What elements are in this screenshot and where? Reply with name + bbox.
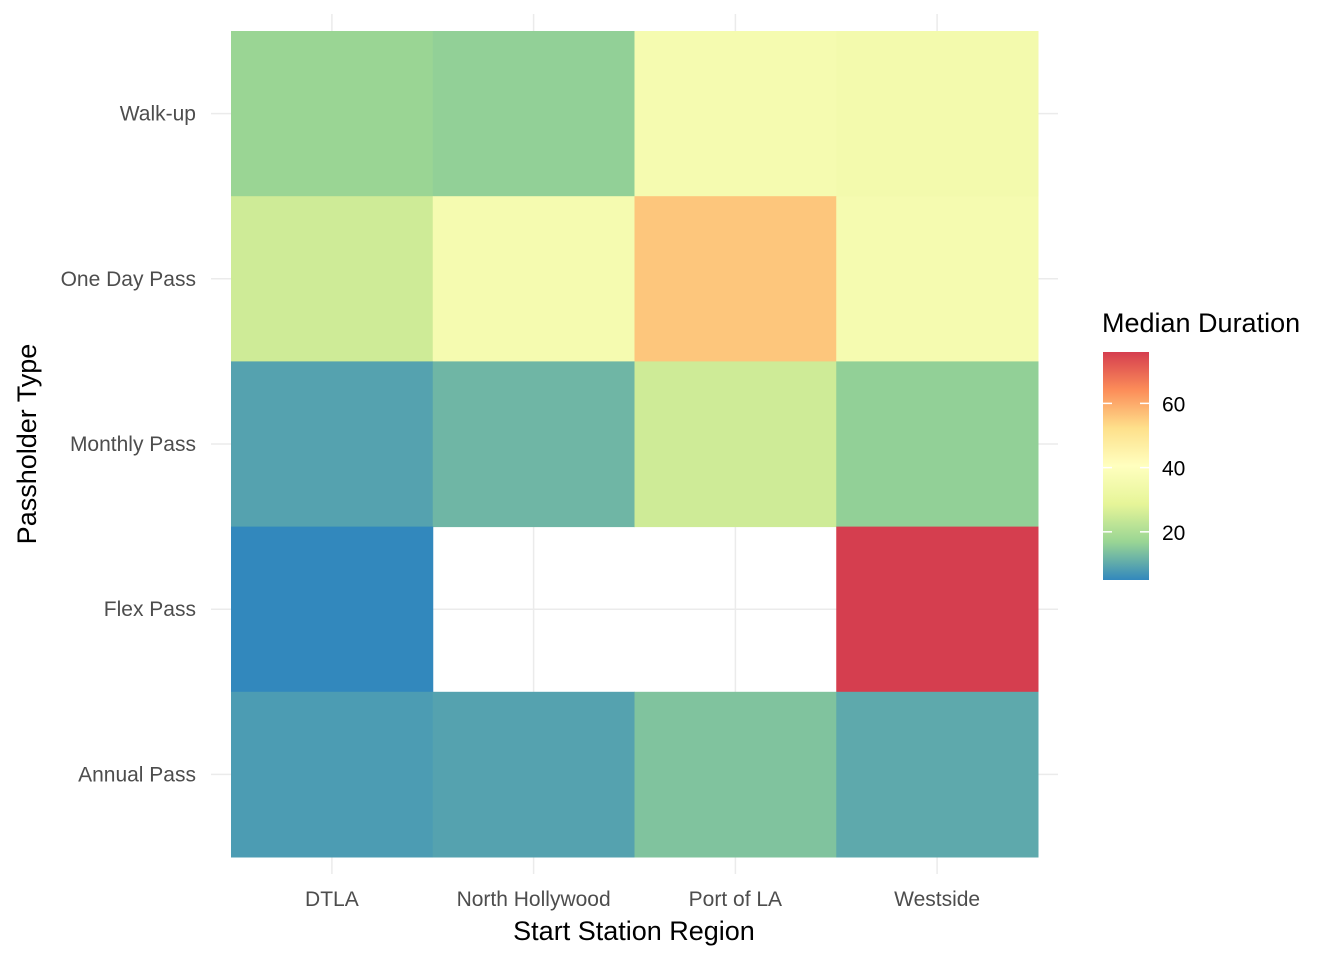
heatmap-cell: [432, 196, 635, 362]
heatmap-cell: [231, 31, 434, 197]
heatmap-cell: [634, 31, 837, 197]
legend-title: Median Duration: [1102, 308, 1300, 338]
x-tick-label: DTLA: [305, 888, 359, 911]
heatmap-cell: [634, 361, 837, 528]
heatmap-cell: [634, 691, 837, 858]
heatmap-cell: [836, 31, 1039, 197]
legend-tick-label: 20: [1162, 522, 1185, 545]
legend: Median Duration 20 40 60: [1102, 308, 1300, 580]
heatmap-cell: [432, 31, 635, 197]
heatmap-cell: [634, 196, 837, 362]
y-axis-tick-labels: Walk-up One Day Pass Monthly Pass Flex Pass…: [61, 103, 196, 787]
x-axis-title: Start Station Region: [513, 916, 755, 946]
y-tick-label: Monthly Pass: [70, 433, 196, 456]
legend-tick-label: 40: [1162, 458, 1185, 481]
legend-ticks: 20 40 60: [1103, 393, 1185, 545]
y-tick-label: One Day Pass: [61, 268, 196, 291]
legend-colorbar: [1103, 352, 1149, 580]
heatmap-cell: [836, 196, 1039, 362]
heatmap-cell: [836, 526, 1039, 693]
heatmap-cell: [231, 196, 434, 362]
legend-tick-label: 60: [1162, 393, 1185, 416]
heatmap-cell: [231, 691, 434, 858]
y-tick-label: Walk-up: [120, 103, 196, 126]
heatmap-cell: [836, 361, 1039, 528]
heatmap-cell: [432, 691, 635, 858]
heatmap-cell: [231, 526, 434, 693]
heatmap-cell: [231, 361, 434, 528]
y-tick-label: Annual Pass: [78, 763, 196, 786]
y-axis-title: Passholder Type: [12, 344, 42, 545]
x-tick-label: Westside: [894, 888, 980, 911]
x-tick-label: North Hollywood: [457, 888, 611, 911]
heatmap-cell: [432, 361, 635, 528]
y-tick-label: Flex Pass: [104, 598, 196, 621]
x-axis-tick-labels: DTLA North Hollywood Port of LA Westside: [305, 888, 980, 911]
x-tick-label: Port of LA: [689, 888, 782, 911]
heatmap-cell: [836, 691, 1039, 858]
heatmap-cells: [231, 31, 1039, 858]
